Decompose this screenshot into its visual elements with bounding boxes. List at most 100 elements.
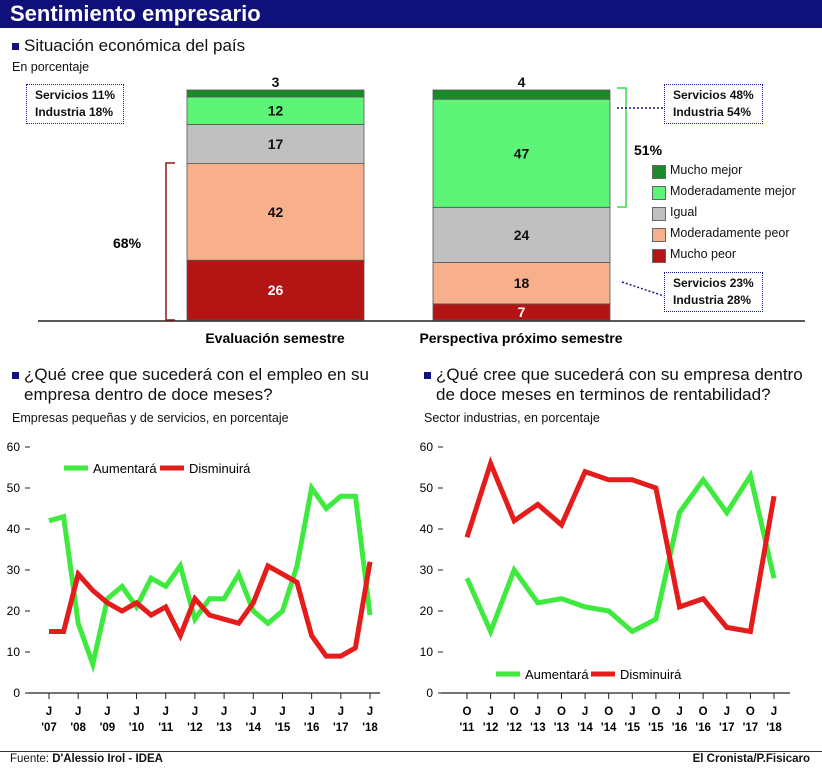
series-line-aumentara [464, 469, 777, 639]
x-tick-year: '10 [129, 722, 145, 734]
bar-label-perspectiva: Perspectiva próximo semestre [419, 330, 622, 346]
x-tick-letter: O [463, 706, 472, 718]
x-tick-year: '11 [460, 722, 475, 734]
y-tick-label: 50 [7, 481, 21, 495]
legend-label: Aumentará [93, 461, 157, 476]
segment-value-label: 3 [272, 74, 280, 90]
x-tick-year: '15 [625, 722, 641, 734]
x-tick-letter: J [133, 706, 139, 718]
section1-subtitle: En porcentaje [12, 60, 90, 74]
profitability-line-chart: 0 10 20 30 40 50 60 O '11 J '12 O '12 J '13 O '13 J '14 O '1… [420, 440, 790, 734]
y-tick-label: 30 [420, 563, 434, 577]
x-tick-year: '17 [743, 722, 759, 734]
x-tick-year: '17 [719, 722, 735, 734]
section-bullet [424, 372, 431, 379]
callout-right-bottom: Servicios 23% Industria 28% [664, 272, 763, 312]
legend-swatch-moderadamente-peor [652, 228, 666, 242]
x-tick-year: '18 [766, 722, 782, 734]
callout-right-bottom-line2: Industria 28% [673, 293, 752, 307]
bar-label-evaluacion: Evaluación semestre [205, 330, 345, 346]
series-line-aumentara [48, 481, 373, 674]
x-tick-letter: J [535, 706, 541, 718]
x-tick-year: '16 [695, 722, 711, 734]
section-bullet [12, 372, 19, 379]
x-tick-letter: J [487, 706, 493, 718]
y-tick-label: 20 [7, 604, 21, 618]
legend-swatch-mucho-mejor [652, 165, 666, 179]
bracket-right-label: 51% [634, 142, 663, 158]
legend-label: Igual [670, 205, 698, 219]
legend-label: Moderadamente peor [670, 226, 790, 240]
x-tick-letter: J [163, 706, 169, 718]
segment-value-label: 7 [518, 304, 526, 320]
section-bullet [12, 43, 19, 50]
callout-right-top-line2: Industria 54% [673, 105, 752, 119]
x-tick-letter: J [308, 706, 314, 718]
x-tick-letter: O [604, 706, 613, 718]
x-tick-year: '11 [158, 722, 173, 734]
callout-right-top-line1: Servicios 48% [673, 88, 754, 102]
y-tick-label: 40 [420, 522, 434, 536]
y-tick-label: 20 [420, 604, 434, 618]
header-bar: Sentimiento empresario [0, 0, 822, 28]
callout-left-line2: Industria 18% [35, 105, 114, 119]
callout-connector-bottom [621, 281, 665, 297]
section3-title-line1: ¿Qué cree que sucederá con su empresa de… [436, 365, 803, 384]
x-tick-year: '16 [672, 722, 688, 734]
bracket-right [617, 87, 627, 208]
section3-title-line2: de doce meses en terminos de rentabilida… [436, 385, 771, 404]
employment-line-chart: 0 10 20 30 40 50 60 J '07 J '08 J '09 J '10 J '11 J '12 J '1… [7, 440, 380, 734]
x-tick-letter: J [724, 706, 730, 718]
x-tick-year: '14 [577, 722, 593, 734]
stacked-segment [432, 206, 611, 263]
legend-label: Disminuirá [189, 461, 251, 476]
segment-value-label: 18 [514, 275, 530, 291]
segment-value-label: 42 [268, 204, 284, 220]
callout-left-line1: Servicios 11% [35, 88, 116, 102]
x-tick-letter: J [221, 706, 227, 718]
callout-right-bottom-line1: Servicios 23% [673, 276, 754, 290]
x-tick-letter: O [651, 706, 660, 718]
footer-source-name: D'Alessio Irol - IDEA [52, 753, 163, 765]
legend-label: Mucho peor [670, 247, 737, 261]
callout-left: Servicios 11% Industria 18% [26, 84, 125, 124]
stacked-segment [432, 262, 611, 305]
stacked-segment [186, 259, 365, 321]
segment-value-label: 26 [268, 282, 284, 298]
segment-value-label: 12 [268, 103, 284, 119]
x-tick-letter: O [510, 706, 519, 718]
y-tick-label: 10 [7, 645, 21, 659]
x-tick-letter: O [699, 706, 708, 718]
section2-title-line2: empresa dentro de doce meses? [24, 385, 273, 404]
x-tick-year: '12 [483, 722, 499, 734]
legend-label: Moderadamente mejor [670, 184, 796, 198]
x-tick-letter: O [746, 706, 755, 718]
y-tick-label: 30 [7, 563, 21, 577]
segment-value-label: 17 [268, 136, 284, 152]
footer-credit: El Cronista/P.Fisicaro [692, 753, 810, 765]
x-tick-letter: J [104, 706, 110, 718]
x-tick-letter: J [46, 706, 52, 718]
x-tick-year: '18 [362, 722, 378, 734]
x-tick-year: '15 [275, 722, 291, 734]
x-tick-year: '15 [648, 722, 664, 734]
x-tick-year: '17 [333, 722, 349, 734]
x-tick-letter: O [557, 706, 566, 718]
y-tick-label: 50 [420, 481, 434, 495]
x-tick-year: '08 [70, 722, 86, 734]
x-tick-letter: J [771, 706, 777, 718]
bracket-left-label: 68% [113, 235, 142, 251]
x-tick-letter: J [629, 706, 635, 718]
x-tick-letter: J [279, 706, 285, 718]
x-tick-letter: J [192, 706, 198, 718]
x-tick-year: '14 [601, 722, 617, 734]
stacked-segment [186, 89, 365, 98]
legend-swatch-igual [652, 207, 666, 221]
segment-value-label: 4 [518, 74, 526, 90]
y-tick-label: 0 [426, 686, 433, 700]
x-tick-year: '14 [246, 722, 262, 734]
segment-value-label: 47 [514, 145, 530, 161]
stacked-segment [186, 96, 365, 125]
x-tick-year: '13 [554, 722, 570, 734]
legend-label: Aumentará [525, 667, 589, 682]
